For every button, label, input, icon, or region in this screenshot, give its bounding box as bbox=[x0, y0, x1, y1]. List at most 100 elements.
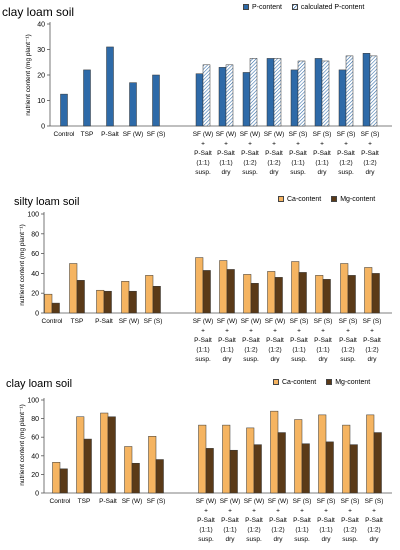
legend-item-mg-content: Mg-content bbox=[326, 379, 370, 386]
bar-mg-content bbox=[59, 468, 68, 494]
bar-calculated-p-content bbox=[249, 58, 258, 127]
chart-title: clay loam soil bbox=[6, 378, 73, 390]
bar-mg-content bbox=[226, 269, 235, 314]
x-tick-label: SF (W) bbox=[119, 318, 140, 325]
y-tick-label: 100 bbox=[27, 212, 39, 219]
x-tick-label: + bbox=[204, 508, 208, 515]
x-tick-label: (1:1) bbox=[223, 527, 236, 534]
x-tick-label: SF (S) bbox=[314, 318, 333, 325]
bar-calculated-p-content bbox=[297, 60, 306, 127]
y-tick-label: 60 bbox=[31, 251, 39, 258]
x-tick-label: dry bbox=[321, 536, 331, 543]
x-tick-label: (1:2) bbox=[244, 347, 257, 354]
y-tick-label: 80 bbox=[31, 416, 39, 423]
x-tick-label: P-Salt bbox=[341, 517, 359, 524]
x-tick-label: + bbox=[249, 328, 253, 335]
legend-swatch-ca bbox=[278, 196, 284, 202]
x-tick-label: susp. bbox=[242, 169, 258, 176]
x-tick-label: (1:2) bbox=[268, 347, 281, 354]
x-tick-label: (1:1) bbox=[199, 527, 212, 534]
bar-ca-content bbox=[267, 271, 276, 314]
x-tick-label: (1:2) bbox=[365, 347, 378, 354]
bar-mg-content bbox=[128, 290, 137, 314]
x-tick-label: + bbox=[320, 141, 324, 148]
bar-mg-content bbox=[76, 280, 85, 314]
x-tick-label: Control bbox=[54, 131, 76, 138]
x-tick-label: P-Salt bbox=[317, 517, 335, 524]
chart-legend: Ca-content Mg-content bbox=[270, 196, 375, 203]
x-tick-label: + bbox=[224, 141, 228, 148]
x-tick-label: SF (S) bbox=[293, 498, 312, 505]
x-tick-label: P-Salt bbox=[221, 517, 239, 524]
x-tick-label: P-Salt bbox=[197, 517, 215, 524]
x-tick-label: SF (W) bbox=[240, 131, 261, 138]
x-tick-label: susp. bbox=[198, 536, 214, 543]
x-tick-label: + bbox=[252, 508, 256, 515]
x-tick-label: (1:1) bbox=[291, 160, 304, 167]
x-tick-label: + bbox=[225, 328, 229, 335]
bar-ca-content bbox=[294, 419, 303, 494]
x-tick-label: + bbox=[276, 508, 280, 515]
bar-mg-content bbox=[51, 302, 60, 314]
x-tick-label: P-Salt bbox=[218, 337, 236, 344]
x-tick-label: (1:1) bbox=[292, 347, 305, 354]
legend-label: calculated P-content bbox=[300, 4, 365, 11]
x-tick-label: P-Salt bbox=[365, 517, 383, 524]
bar-ca-content bbox=[243, 274, 252, 314]
bar-p-content bbox=[290, 69, 299, 127]
x-tick-label: P-Salt bbox=[290, 337, 308, 344]
x-tick-label: + bbox=[296, 141, 300, 148]
y-tick-label: 80 bbox=[31, 231, 39, 238]
x-tick-label: susp. bbox=[195, 356, 211, 363]
x-tick-label: P-Salt bbox=[99, 498, 117, 505]
x-tick-label: P-Salt bbox=[241, 150, 259, 157]
x-tick-label: (1:1) bbox=[315, 160, 328, 167]
bar-mg-content bbox=[229, 449, 238, 494]
x-tick-label: susp. bbox=[342, 536, 358, 543]
x-tick-label: P-Salt bbox=[339, 337, 357, 344]
y-tick-label: 0 bbox=[35, 491, 39, 498]
x-tick-label: dry bbox=[365, 169, 375, 176]
x-tick-label: + bbox=[248, 141, 252, 148]
x-tick-label: SF (W) bbox=[265, 318, 286, 325]
x-tick-label: SF (S) bbox=[144, 318, 163, 325]
legend-item-p-content: P-content bbox=[243, 4, 282, 11]
x-tick-label: SF (W) bbox=[216, 131, 237, 138]
bar-ca-content bbox=[121, 281, 130, 314]
bar-mg-content bbox=[155, 459, 164, 494]
chart-panel-p-clay: clay loam soil P-content calculated P-co… bbox=[0, 0, 400, 190]
x-tick-label: + bbox=[370, 328, 374, 335]
x-tick-label: P-Salt bbox=[217, 150, 235, 157]
legend-label: P-content bbox=[252, 4, 282, 11]
bar-mg-content bbox=[274, 277, 283, 314]
bar-ca-content bbox=[145, 275, 154, 314]
x-tick-label: + bbox=[346, 328, 350, 335]
x-tick-label: (1:2) bbox=[339, 160, 352, 167]
bar-calculated-p-content bbox=[273, 58, 282, 127]
bar-calculated-p-content bbox=[345, 55, 354, 127]
x-tick-label: Control bbox=[42, 318, 64, 325]
x-tick-label: dry bbox=[269, 169, 279, 176]
y-tick-label: 20 bbox=[37, 73, 45, 80]
x-tick-label: dry bbox=[318, 356, 328, 363]
x-tick-label: SF (W) bbox=[264, 131, 285, 138]
x-tick-label: SF (S) bbox=[290, 318, 309, 325]
x-tick-label: TSP bbox=[78, 498, 91, 505]
x-tick-label: P-Salt bbox=[194, 337, 212, 344]
x-tick-label: + bbox=[201, 141, 205, 148]
x-tick-label: susp. bbox=[294, 536, 310, 543]
x-tick-label: (1:1) bbox=[295, 527, 308, 534]
x-tick-label: (1:2) bbox=[267, 160, 280, 167]
bar-ca-content bbox=[366, 414, 375, 494]
bar-calculated-p-content bbox=[225, 64, 234, 127]
bar-p-content bbox=[195, 73, 204, 127]
legend-swatch-ca bbox=[273, 379, 279, 385]
x-tick-label: susp. bbox=[338, 169, 354, 176]
legend-item-calculated-p-content: calculated P-content bbox=[291, 4, 365, 11]
x-tick-label: P-Salt bbox=[313, 150, 331, 157]
bar-ca-content bbox=[195, 257, 204, 314]
bar-mg-content bbox=[277, 432, 286, 494]
bar-mg-content bbox=[205, 448, 214, 494]
y-tick-label: 100 bbox=[27, 398, 39, 405]
